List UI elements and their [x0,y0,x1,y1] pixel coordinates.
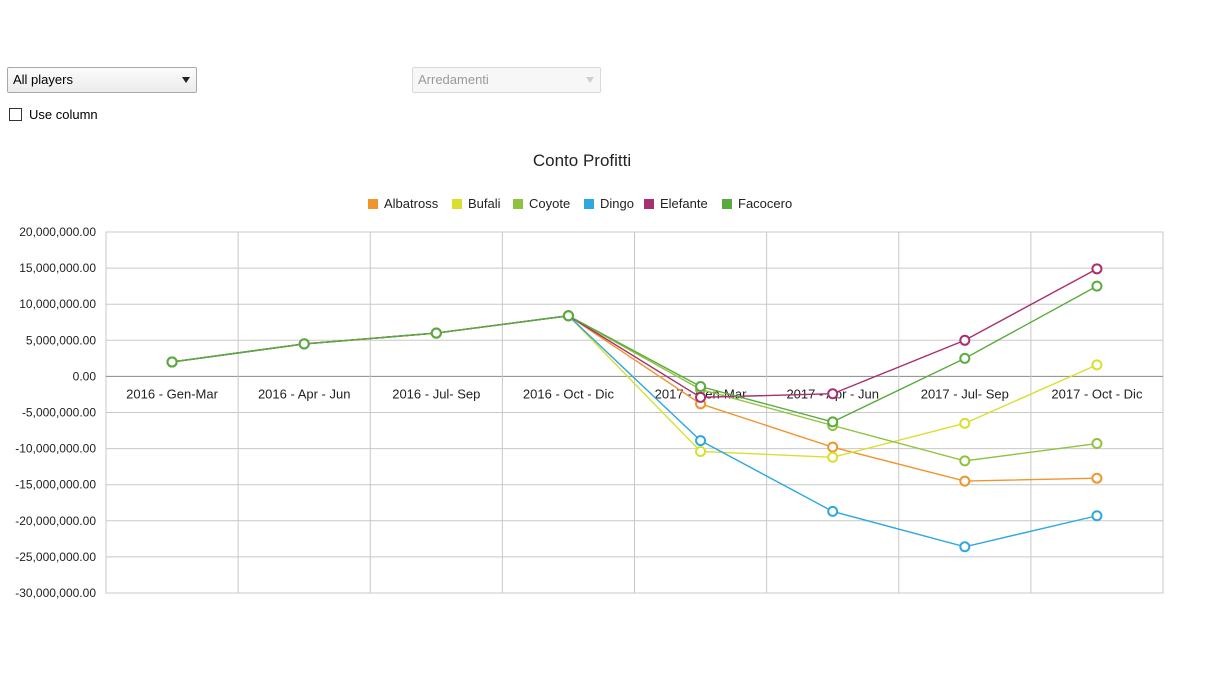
data-point[interactable] [827,416,839,428]
data-point[interactable] [1091,263,1103,275]
legend-label: Elefante [660,196,708,211]
legend-label: Facocero [738,196,792,211]
player-select-value: All players [13,72,73,87]
y-tick-label: -5,000,000.00 [22,406,96,420]
data-point[interactable] [1091,510,1103,522]
legend-item[interactable]: Albatross [368,196,439,211]
data-point[interactable] [562,310,574,322]
data-point[interactable] [827,505,839,517]
use-column-option[interactable]: Use column [9,107,98,122]
legend-label: Coyote [529,196,570,211]
legend-swatch [722,199,732,209]
x-tick-label: 2017 - Jul- Sep [921,386,1009,401]
player-select[interactable]: All players [7,67,197,93]
legend-label: Albatross [384,196,439,211]
data-point[interactable] [695,435,707,447]
data-point[interactable] [695,381,707,393]
legend-item[interactable]: Facocero [722,196,792,211]
data-point[interactable] [959,417,971,429]
legend-swatch [368,199,378,209]
data-point[interactable] [959,352,971,364]
series-line [171,285,1098,423]
legend-swatch [452,199,462,209]
legend-item[interactable]: Elefante [644,196,708,211]
category-select[interactable]: Arredamenti [412,67,601,93]
chart-legend: Albatross Bufali Coyote Dingo Elefante Facoce… [368,196,792,211]
data-point[interactable] [298,338,310,350]
series-facocero [166,280,1103,428]
chevron-down-icon [182,77,190,83]
legend-item[interactable]: Coyote [513,196,570,211]
legend-item[interactable]: Dingo [584,196,634,211]
data-point[interactable] [959,334,971,346]
y-tick-label: -15,000,000.00 [15,478,96,492]
data-point[interactable] [1091,472,1103,484]
category-select-value: Arredamenti [418,72,489,87]
data-point[interactable] [959,475,971,487]
data-point[interactable] [827,451,839,463]
legend-label: Bufali [468,196,501,211]
use-column-checkbox[interactable] [9,108,22,121]
data-point[interactable] [827,388,839,400]
x-tick-label: 2016 - Apr - Jun [258,386,351,401]
chart-grid [105,231,1164,594]
y-tick-label: 10,000,000.00 [19,297,96,311]
data-point[interactable] [1091,359,1103,371]
y-tick-label: 5,000,000.00 [26,333,96,347]
data-point[interactable] [1091,438,1103,450]
legend-swatch [584,199,594,209]
data-point[interactable] [959,541,971,553]
legend-item[interactable]: Bufali [452,196,501,211]
x-axis: 2016 - Gen-Mar 2016 - Apr - Jun 2016 - Jul… [126,386,1143,401]
data-point[interactable] [430,327,442,339]
data-point[interactable] [959,455,971,467]
data-point[interactable] [166,356,178,368]
legend-label: Dingo [600,196,634,211]
chevron-down-icon [586,77,594,83]
y-tick-label: 0.00 [73,369,97,383]
x-tick-label: 2016 - Gen-Mar [126,386,218,401]
chart-title: Conto Profitti [533,151,631,170]
y-tick-label: -30,000,000.00 [15,586,96,600]
legend-swatch [513,199,523,209]
data-point[interactable] [827,441,839,453]
y-axis: 20,000,000.00 15,000,000.00 10,000,000.00 5… [15,225,96,600]
data-point[interactable] [695,445,707,457]
y-tick-label: -10,000,000.00 [15,442,96,456]
x-tick-label: 2016 - Oct - Dic [523,386,615,401]
y-tick-label: -25,000,000.00 [15,550,96,564]
y-tick-label: 20,000,000.00 [19,225,96,239]
y-tick-label: 15,000,000.00 [19,261,96,275]
data-point[interactable] [695,391,707,403]
x-tick-label: 2016 - Jul- Sep [392,386,480,401]
legend-swatch [644,199,654,209]
chart-series [166,263,1103,553]
data-point[interactable] [1091,280,1103,292]
use-column-label: Use column [29,107,98,122]
x-tick-label: 2017 - Oct - Dic [1051,386,1143,401]
y-tick-label: -20,000,000.00 [15,514,96,528]
